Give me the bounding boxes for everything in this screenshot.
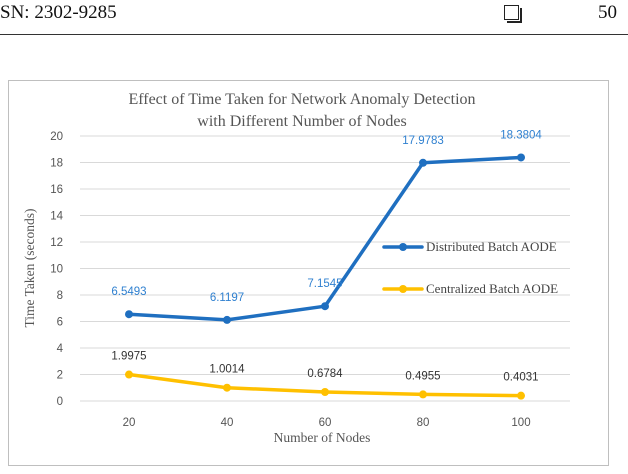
x-tick-label: 40 xyxy=(221,417,234,429)
chart-title-line-2: with Different Number of Nodes xyxy=(197,113,406,130)
legend-label-2: Centralized Batch AODE xyxy=(426,281,558,296)
chart-frame xyxy=(8,80,609,466)
data-point xyxy=(125,310,133,319)
data-point xyxy=(419,390,427,399)
x-tick-label: 20 xyxy=(123,417,136,429)
y-tick-label: 0 xyxy=(57,396,63,408)
data-label: 6.1197 xyxy=(210,292,244,304)
y-tick-label: 10 xyxy=(50,264,63,276)
y-tick-label: 8 xyxy=(57,290,63,302)
y-tick-label: 2 xyxy=(57,370,63,382)
data-point xyxy=(223,315,231,324)
data-label: 0.6784 xyxy=(307,368,343,380)
data-label: 6.5493 xyxy=(111,286,146,298)
y-tick-label: 18 xyxy=(50,158,63,170)
legend-marker-2 xyxy=(399,285,407,293)
x-tick-label: 80 xyxy=(417,417,430,429)
data-label: 17.9783 xyxy=(402,135,444,147)
legend-label-1: Distributed Batch AODE xyxy=(426,239,557,254)
data-label: 0.4031 xyxy=(503,372,538,384)
y-tick-label: 6 xyxy=(57,317,63,329)
legend-marker-1 xyxy=(399,243,407,251)
box-icon xyxy=(504,5,522,23)
data-point xyxy=(517,153,525,162)
data-point xyxy=(223,383,231,392)
x-axis-title: Number of Nodes xyxy=(274,430,371,445)
data-label: 0.4955 xyxy=(405,370,440,382)
y-tick-label: 4 xyxy=(57,343,64,355)
y-tick-label: 12 xyxy=(50,237,63,249)
header-rule xyxy=(0,34,628,35)
chart-title-line-1: Effect of Time Taken for Network Anomaly… xyxy=(128,91,475,108)
page-number: 50 xyxy=(598,2,617,23)
data-label: 1.9975 xyxy=(111,351,146,363)
data-point xyxy=(125,370,133,379)
x-tick-label: 60 xyxy=(319,417,332,429)
data-point xyxy=(517,391,525,400)
data-point xyxy=(419,158,427,167)
data-label: 18.3804 xyxy=(500,129,542,141)
data-point xyxy=(321,302,329,311)
y-tick-label: 16 xyxy=(50,184,63,196)
y-tick-label: 14 xyxy=(50,211,63,223)
x-tick-label: 100 xyxy=(511,417,530,429)
data-label: 1.0014 xyxy=(209,364,245,376)
data-label: 7.1545 xyxy=(307,278,342,290)
header-issn: SN: 2302-9285 xyxy=(0,2,117,23)
y-axis-title: Time Taken (seconds) xyxy=(22,208,37,327)
y-tick-label: 20 xyxy=(50,131,63,143)
data-point xyxy=(321,388,329,397)
